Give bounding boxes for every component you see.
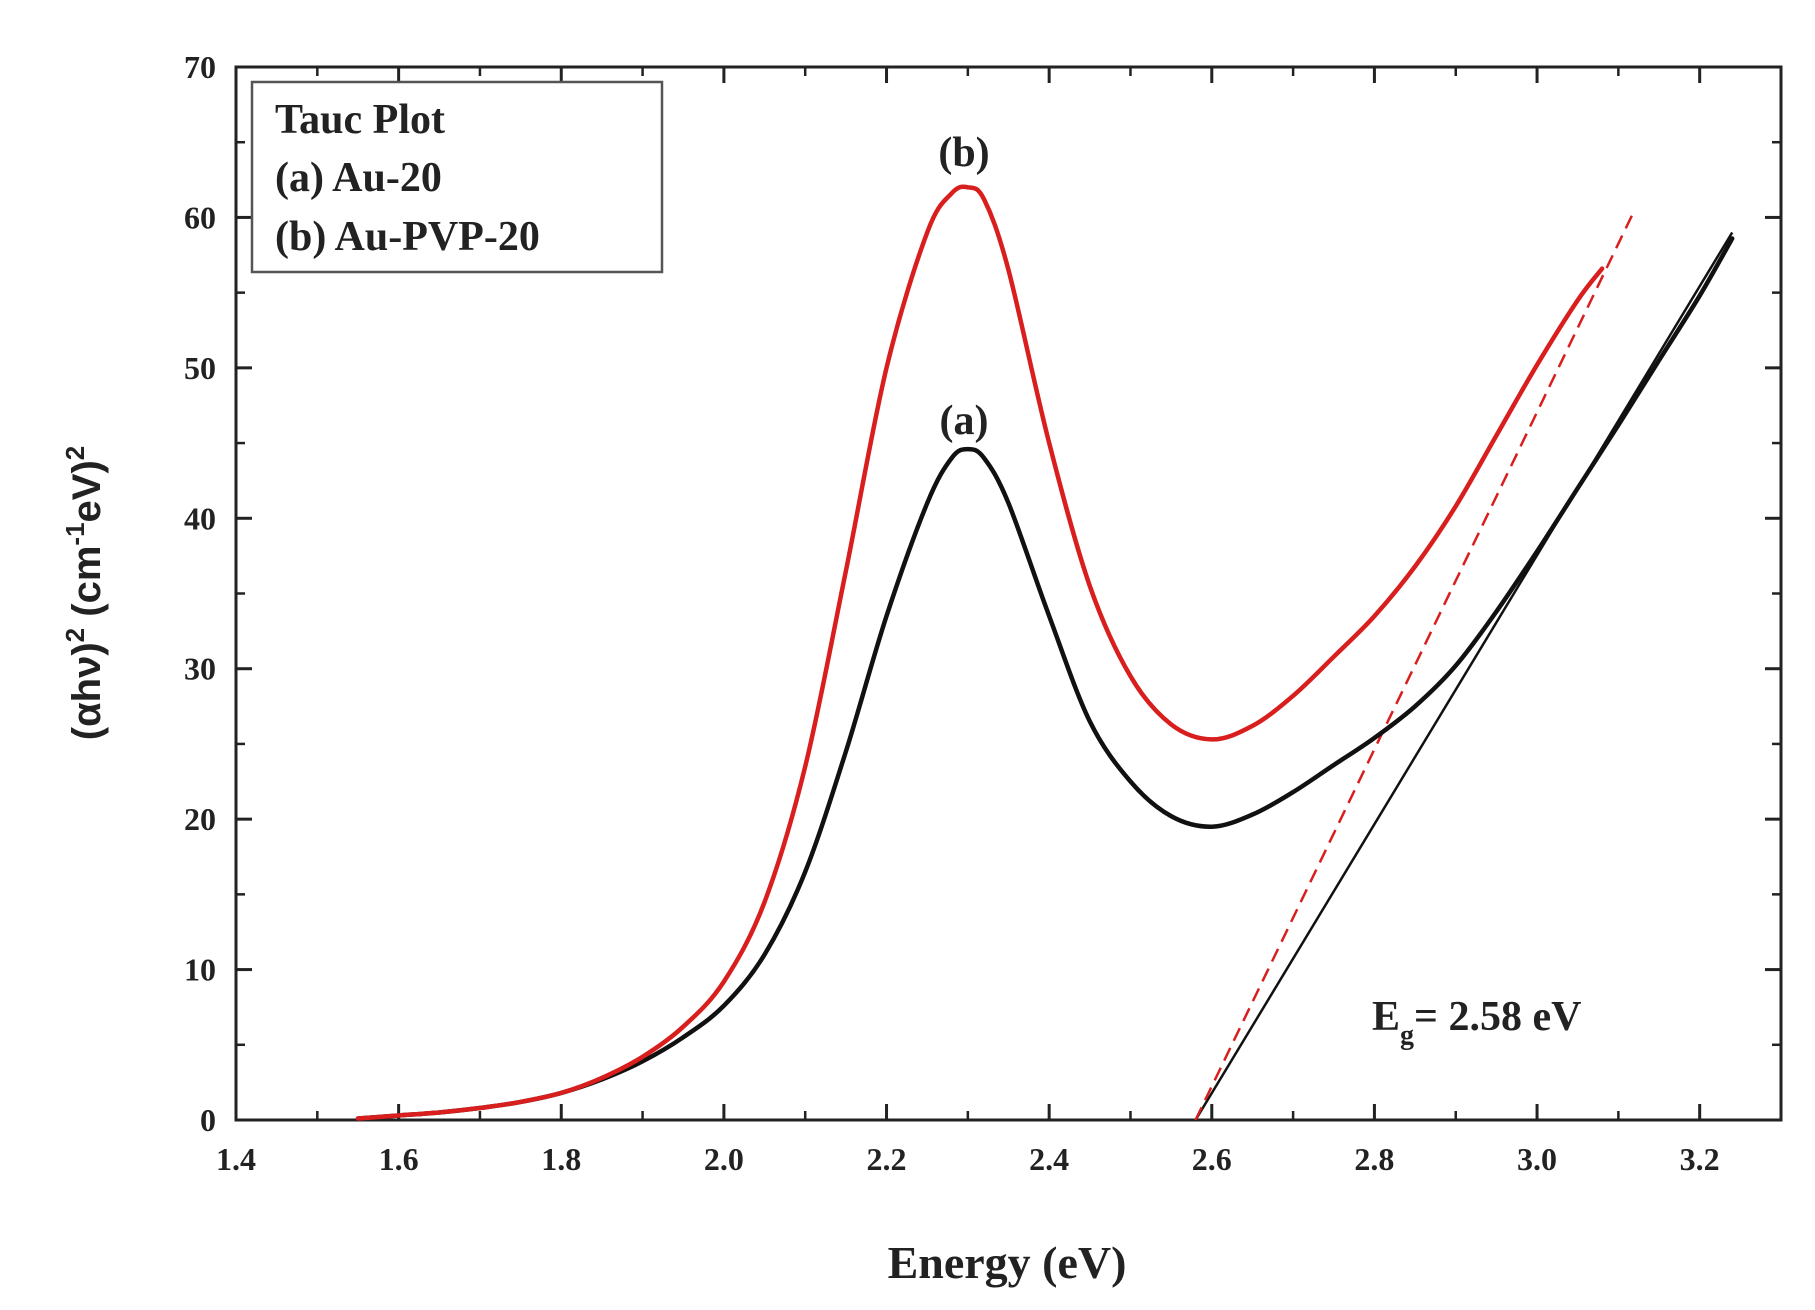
y-axis-label-unit-rest: eV): [65, 460, 109, 522]
y-tick-label: 0: [200, 1102, 216, 1138]
x-tick-label: 2.4: [1029, 1141, 1069, 1177]
band-gap-prefix: E: [1372, 994, 1400, 1040]
y-tick-label: 10: [184, 952, 216, 988]
y-axis-label-hv: hν: [65, 656, 109, 703]
y-axis-label-alpha: α: [65, 702, 109, 727]
band-gap-sub: g: [1400, 1020, 1414, 1051]
y-axis-label-unit-exp: -1: [60, 522, 90, 545]
y-axis-label-open: (: [65, 726, 109, 740]
y-axis-label-close: ): [65, 642, 109, 655]
x-tick-label: 2.2: [867, 1141, 907, 1177]
y-tick-label: 60: [184, 199, 216, 235]
x-tick-label: 3.2: [1680, 1141, 1720, 1177]
y-tick-label: 20: [184, 801, 216, 837]
x-tick-label: 1.6: [379, 1141, 419, 1177]
x-tick-label: 1.4: [216, 1141, 256, 1177]
y-axis-label: (αhν)2 (cm-1eV)2: [60, 446, 109, 741]
legend-entry-a: (a) Au-20: [275, 155, 442, 201]
x-tick-label: 2.8: [1354, 1141, 1394, 1177]
y-tick-label: 40: [184, 500, 216, 536]
legend-entry-b: (b) Au-PVP-20: [275, 214, 540, 260]
legend-title: Tauc Plot: [275, 97, 445, 143]
y-tick-label: 50: [184, 350, 216, 386]
x-tick-label: 2.0: [704, 1141, 744, 1177]
legend: Tauc Plot (a) Au-20 (b) Au-PVP-20: [252, 82, 662, 272]
y-axis-label-unit-exp2: 2: [60, 446, 90, 460]
y-tick-label: 30: [184, 651, 216, 687]
tauc-plot-chart: 1.4 1.6 1.8 2.0 2.2 2.4 2.6 2.8 3.0 3.2 0 10 20 30 40…: [0, 0, 1815, 1310]
x-axis-label: Energy (eV): [888, 1237, 1127, 1288]
y-axis-label-exp: 2: [60, 628, 90, 642]
x-tick-label: 3.0: [1517, 1141, 1557, 1177]
peak-label-b: (b): [938, 130, 989, 176]
band-gap-value: = 2.58 eV: [1414, 994, 1581, 1040]
x-tick-label: 1.8: [541, 1141, 581, 1177]
peak-label-a: (a): [940, 398, 989, 444]
y-tick-label: 70: [184, 49, 216, 85]
x-tick-label: 2.6: [1192, 1141, 1232, 1177]
y-axis-label-unit-open: (cm: [65, 546, 109, 628]
